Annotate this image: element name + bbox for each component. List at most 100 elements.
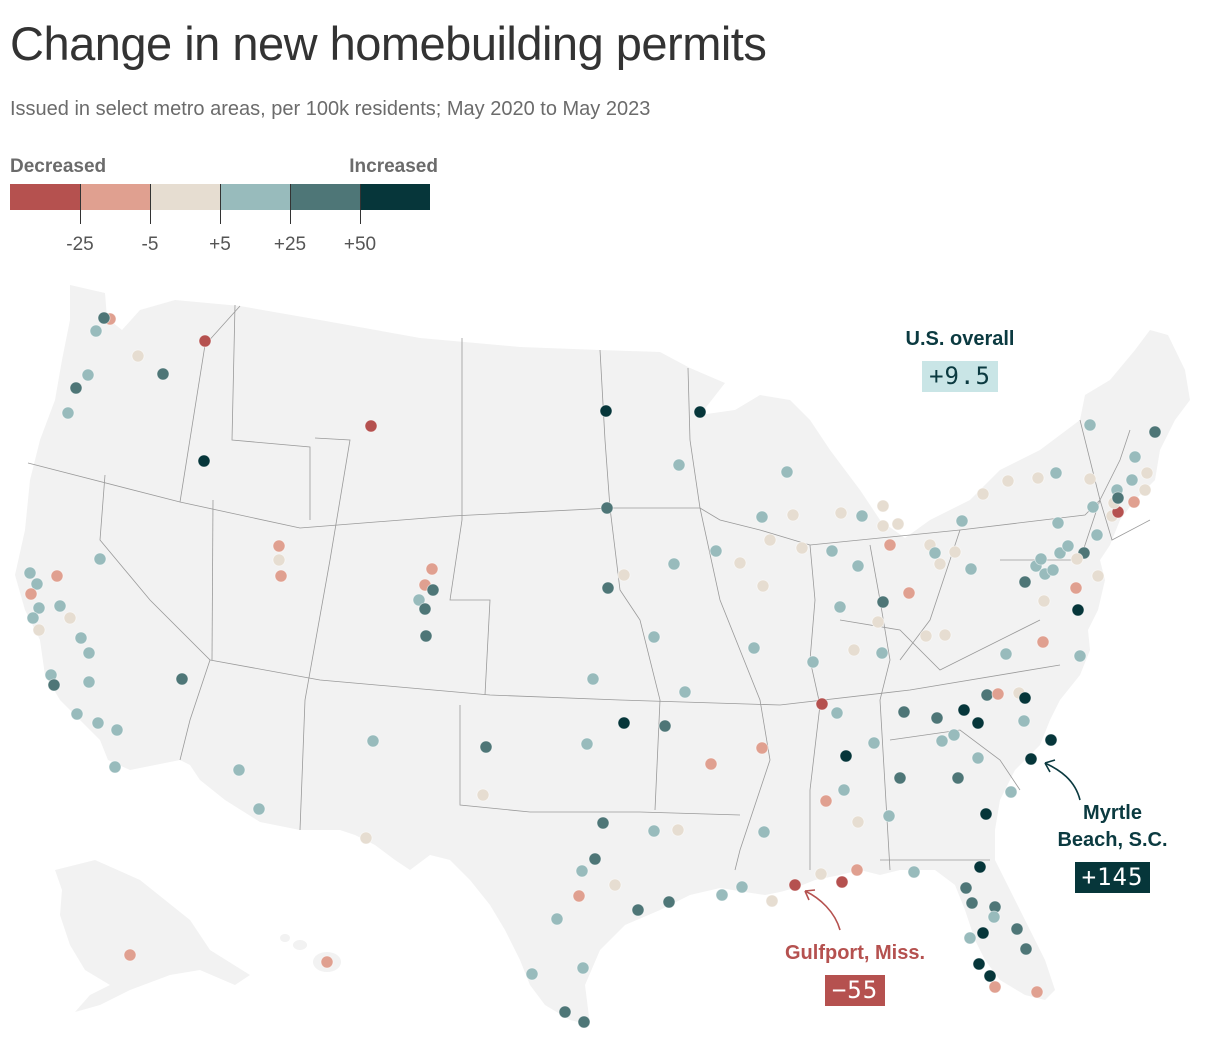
metro-dot (1127, 495, 1141, 509)
legend-tick (360, 184, 361, 224)
metro-dot (876, 519, 890, 533)
state-border (899, 529, 961, 661)
state-border (231, 304, 311, 520)
us-overall-label: U.S. overall (905, 328, 1015, 350)
state-border (209, 659, 1061, 706)
metro-dot (1140, 466, 1154, 480)
metro-dot (693, 405, 707, 419)
metro-dot (1070, 552, 1084, 566)
metro-dot (1017, 714, 1031, 728)
metro-dot (883, 538, 897, 552)
metro-dot (757, 825, 771, 839)
metro-dot (572, 889, 586, 903)
metro-dot (479, 740, 493, 754)
metro-dot (1024, 752, 1038, 766)
metro-dot (426, 583, 440, 597)
metro-dot (558, 1005, 572, 1019)
metro-dot (999, 647, 1013, 661)
metro-dot (851, 559, 865, 573)
metro-dot (928, 546, 942, 560)
state-border (599, 349, 661, 811)
state-border (1079, 419, 1151, 541)
land-shapes (15, 285, 1190, 1025)
metro-dots (23, 311, 1162, 1029)
metro-dot (197, 454, 211, 468)
metro-dot (617, 716, 631, 730)
metro-dot (902, 586, 916, 600)
metro-dot (252, 802, 266, 816)
metro-dot (987, 910, 1001, 924)
metro-dot (1051, 516, 1065, 530)
metro-dot (837, 783, 851, 797)
gulfport-callout: Gulfport, Miss. −55 (760, 940, 950, 1006)
metro-dot (667, 557, 681, 571)
metro-dot (835, 875, 849, 889)
gulfport-arrow (804, 890, 841, 931)
metro-dot (971, 716, 985, 730)
legend-ticks (10, 184, 430, 224)
metro-dot (575, 864, 589, 878)
myrtle-beach-label-line1: Myrtle (1083, 802, 1142, 824)
metro-dot (1138, 483, 1152, 497)
metro-dot (938, 628, 952, 642)
metro-dot (733, 556, 747, 570)
metro-dot (476, 788, 490, 802)
metro-dot (965, 896, 979, 910)
metro-dot (1031, 471, 1045, 485)
metro-dot (907, 865, 921, 879)
legend-swatch (80, 184, 150, 210)
metro-dot (815, 697, 829, 711)
metro-dot (1083, 472, 1097, 486)
metro-dot (91, 716, 105, 730)
metro-dot (955, 514, 969, 528)
metro-dot (74, 631, 88, 645)
metro-dot (897, 705, 911, 719)
metro-dot (786, 508, 800, 522)
metro-dot (964, 562, 978, 576)
metro-dot (1030, 985, 1044, 999)
hawaii-land (280, 934, 290, 942)
metro-dot (26, 611, 40, 625)
metro-dot (53, 599, 67, 613)
metro-dot (980, 688, 994, 702)
metro-dot (1004, 785, 1018, 799)
metro-dot (1018, 691, 1032, 705)
metro-dot (930, 711, 944, 725)
metro-dot (63, 611, 77, 625)
metro-dot (1019, 942, 1033, 956)
metro-dot (1148, 425, 1162, 439)
legend-tick (150, 184, 151, 224)
state-border (459, 705, 741, 816)
metro-dot (69, 381, 83, 395)
legend-color-bar (10, 184, 430, 210)
legend-label-decreased: Decreased (10, 156, 107, 177)
legend-tick (80, 184, 81, 224)
metro-dot (957, 703, 971, 717)
metro-dot (1071, 603, 1085, 617)
gulfport-value: −55 (824, 975, 886, 1006)
metro-dot (82, 646, 96, 660)
chart-subtitle: Issued in select metro areas, per 100k r… (10, 98, 651, 120)
metro-dot (795, 541, 809, 555)
metro-dot (973, 860, 987, 874)
state-border (889, 729, 1021, 791)
metro-dot (47, 678, 61, 692)
legend-tick-label: -25 (66, 234, 94, 255)
metro-dot (662, 895, 676, 909)
metro-dot (855, 509, 869, 523)
metro-dot (359, 831, 373, 845)
metro-dot (419, 629, 433, 643)
metro-dot (647, 824, 661, 838)
metro-dot (588, 852, 602, 866)
legend-swatch (290, 184, 360, 210)
metro-dot (851, 815, 865, 829)
metro-dot (891, 517, 905, 531)
metro-dot (1125, 473, 1139, 487)
state-border (687, 367, 771, 871)
metro-dot (550, 912, 564, 926)
metro-dot (959, 881, 973, 895)
metro-dot (525, 967, 539, 981)
metro-dot (658, 719, 672, 733)
metro-dot (756, 579, 770, 593)
metro-dot (600, 501, 614, 515)
